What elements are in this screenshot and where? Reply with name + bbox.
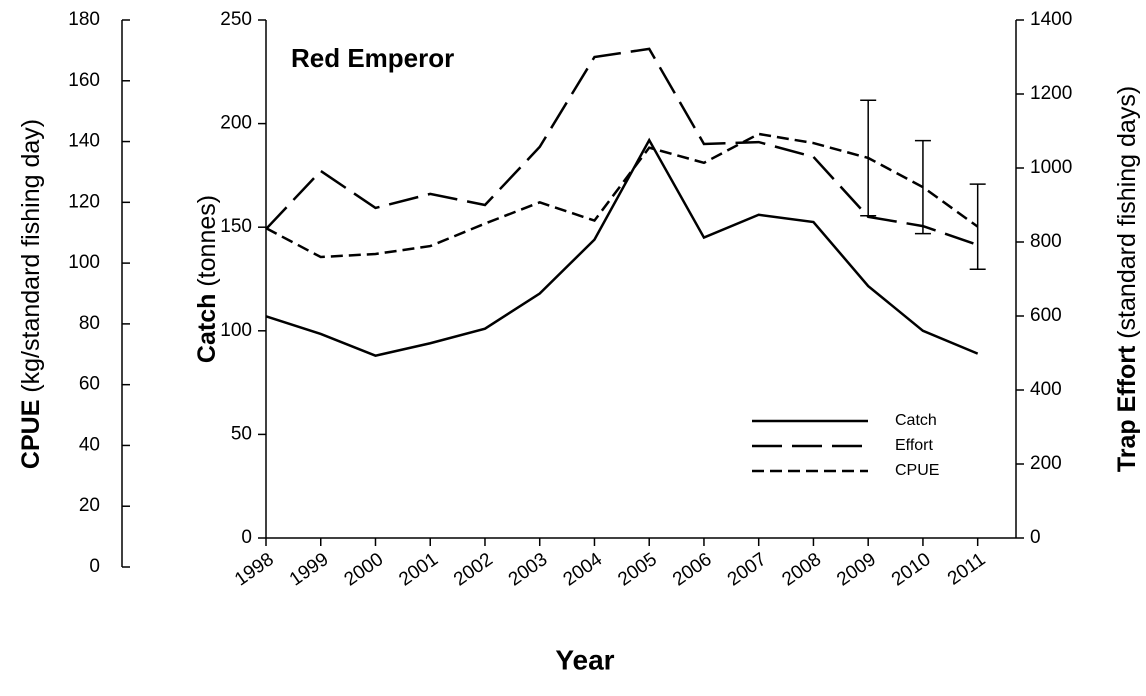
x-tick-label: 2000 — [341, 549, 388, 590]
x-axis-label: Year — [555, 644, 614, 675]
y3-tick-label: 0 — [89, 556, 100, 577]
y2-axis-label-rest: (standard fishing days) — [1113, 86, 1141, 339]
y3-tick-label: 140 — [68, 131, 100, 152]
x-tick-label: 2001 — [395, 549, 442, 590]
legend-label: CPUE — [895, 462, 939, 479]
y2-axis-label: Trap Effort (standard fishing days) — [1113, 86, 1141, 472]
y-axis-label: Catch (tonnes) — [193, 195, 221, 363]
y-tick-label: 200 — [220, 113, 252, 134]
y3-tick-label: 180 — [68, 9, 100, 30]
y2-tick-label: 1400 — [1030, 9, 1072, 30]
y3-axis-label-rest: (kg/standard fishing day) — [17, 119, 45, 393]
y2-axis-label-bold: Trap Effort — [1113, 345, 1141, 472]
y-axis-label-rest: (tonnes) — [193, 195, 221, 287]
x-tick-label: 2006 — [669, 549, 716, 590]
y3-tick-label: 100 — [68, 252, 100, 273]
y2-tick-label: 1000 — [1030, 157, 1072, 178]
x-tick-label: 1998 — [231, 549, 278, 590]
x-tick-label: 2011 — [944, 549, 990, 590]
y2-tick-label: 0 — [1030, 527, 1041, 548]
y2-tick-label: 200 — [1030, 453, 1062, 474]
error-bar — [860, 99, 877, 217]
error-bar — [969, 183, 986, 270]
y3-tick-label: 160 — [68, 70, 100, 91]
x-tick-label: 1999 — [286, 549, 333, 590]
y-tick-label: 250 — [220, 9, 252, 30]
x-tick-label: 2010 — [888, 549, 935, 590]
series-line — [265, 132, 979, 259]
x-tick-label: 2002 — [450, 549, 497, 590]
series-line — [265, 137, 979, 357]
y-tick-label: 100 — [220, 320, 252, 341]
y3-tick-label: 80 — [79, 313, 100, 334]
series-line — [265, 47, 979, 247]
y3-tick-label: 120 — [68, 191, 100, 212]
y3-axis-label: CPUE (kg/standard fishing day) — [17, 119, 45, 469]
y2-tick-label: 600 — [1030, 305, 1062, 326]
y2-tick-label: 400 — [1030, 379, 1062, 400]
y3-tick-label: 60 — [79, 374, 100, 395]
y-tick-label: 0 — [241, 527, 252, 548]
chart-title: Red Emperor — [291, 43, 454, 73]
x-tick-label: 2007 — [724, 549, 771, 590]
y2-tick-label: 1200 — [1030, 83, 1072, 104]
y-tick-label: 50 — [231, 423, 252, 444]
x-tick-label: 2009 — [833, 549, 880, 590]
x-tick-label: 2004 — [560, 549, 607, 591]
legend-label: Catch — [895, 412, 937, 429]
legend-label: Effort — [895, 437, 934, 454]
x-tick-label: 2005 — [614, 549, 661, 590]
y3-tick-label: 20 — [79, 495, 100, 516]
x-tick-label: 2008 — [779, 549, 826, 590]
x-tick-label: 2003 — [505, 549, 552, 590]
y3-tick-label: 40 — [79, 434, 100, 455]
y2-tick-label: 800 — [1030, 231, 1062, 252]
y3-axis-label-bold: CPUE — [17, 400, 45, 469]
y-tick-label: 150 — [220, 216, 252, 237]
y-axis-label-bold: Catch — [193, 294, 221, 363]
error-bar — [914, 139, 931, 235]
